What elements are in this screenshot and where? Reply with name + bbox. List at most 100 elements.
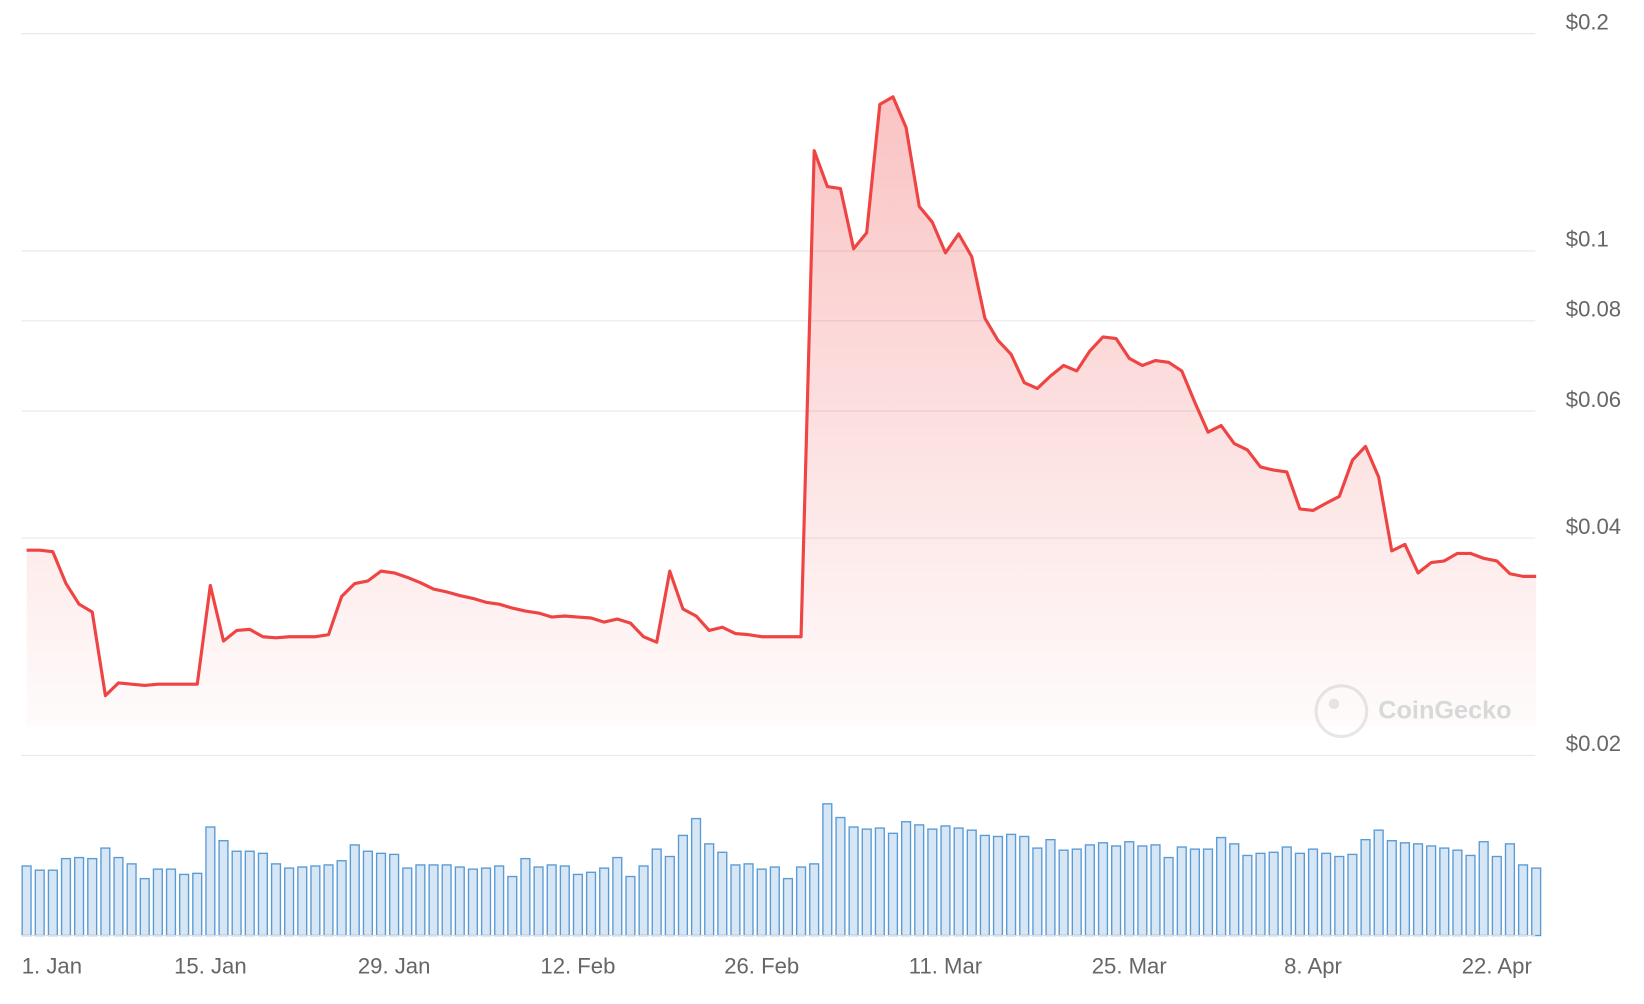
volume-bar <box>1531 867 1542 937</box>
x-tick-label: 29. Jan <box>358 953 431 978</box>
volume-bar <box>572 873 584 937</box>
volume-bar <box>690 817 702 937</box>
volume-bar <box>402 867 413 937</box>
volume-bar <box>625 875 636 937</box>
volume-bar <box>100 847 111 937</box>
volume-bar <box>1268 851 1279 937</box>
volume-bar <box>966 829 977 937</box>
volume-bar <box>336 860 347 937</box>
volume-bar <box>927 828 938 937</box>
volume-bar <box>165 868 177 937</box>
volume-bar <box>520 857 531 937</box>
volume-bar <box>914 824 925 937</box>
y-tick-label: $0.02 <box>1566 731 1621 756</box>
volume-bar <box>1373 829 1384 937</box>
volume-bar <box>349 844 360 937</box>
volume-bar <box>1465 854 1476 937</box>
volume-bar <box>887 832 899 937</box>
volume-bar <box>1281 846 1292 937</box>
volume-bar <box>1124 841 1135 937</box>
volume-bar <box>1439 847 1450 937</box>
volume-bar <box>231 850 242 937</box>
volume-bar <box>1347 853 1358 937</box>
volume-bar <box>638 865 649 937</box>
x-tick-label: 26. Feb <box>724 953 799 978</box>
volume-bar <box>126 863 137 937</box>
volume-bar <box>546 864 557 937</box>
volume-bar <box>415 864 426 937</box>
volume-bar <box>1137 845 1148 937</box>
volume-bar <box>599 867 610 937</box>
volume-bar <box>1360 838 1371 937</box>
volume-bar <box>480 867 492 937</box>
volume-bar <box>651 848 662 937</box>
volume-bar <box>1255 852 1266 937</box>
volume-bar <box>47 869 58 937</box>
volume-bar <box>21 865 32 937</box>
volume-bar <box>375 852 387 937</box>
volume-bar <box>1189 848 1200 937</box>
volume-bar <box>1478 841 1489 937</box>
volume-bar <box>284 867 295 937</box>
volume-bar <box>310 865 321 937</box>
y-tick-label: $0.1 <box>1566 227 1609 252</box>
volume-bar <box>1202 848 1214 937</box>
volume-bar <box>743 863 754 937</box>
volume-bar <box>507 875 518 937</box>
volume-bar <box>704 843 715 937</box>
volume-bar <box>795 866 807 937</box>
volume-bar <box>730 864 741 937</box>
volume-bar <box>467 868 479 937</box>
volume-bar <box>1452 849 1463 937</box>
volume-bar <box>1058 849 1069 937</box>
volume-bar <box>861 828 872 937</box>
volume-bar <box>979 834 990 937</box>
volume-bar <box>585 871 597 937</box>
volume-bar <box>270 863 282 937</box>
volume-bar <box>717 851 728 937</box>
volume-bar <box>1294 852 1306 937</box>
volume-bar <box>192 872 203 937</box>
volume-bar <box>454 866 465 937</box>
volume-bar <box>1019 835 1030 937</box>
volume-bar <box>1399 842 1411 937</box>
volume-bar <box>1032 847 1043 937</box>
watermark-logo <box>1314 684 1369 738</box>
y-tick-label: $0.06 <box>1566 387 1621 412</box>
volume-bar <box>848 826 859 937</box>
x-tick-label: 25. Mar <box>1092 953 1167 978</box>
volume-bar <box>822 803 833 937</box>
volume-bar <box>1163 856 1174 937</box>
volume-bar <box>1386 840 1397 937</box>
volume-bar <box>297 866 308 937</box>
volume-bar <box>1491 855 1502 937</box>
volume-bar <box>179 873 190 937</box>
volume-bar <box>1321 852 1332 937</box>
volume-bar <box>1176 846 1187 937</box>
volume-bar <box>874 827 885 937</box>
volume-bar <box>494 865 505 937</box>
volume-bar <box>152 868 163 937</box>
volume-bar <box>664 855 675 937</box>
watermark: CoinGecko <box>1378 696 1511 724</box>
volume-bar <box>612 856 623 937</box>
volume-bar <box>940 825 951 937</box>
x-tick-label: 12. Feb <box>540 953 615 978</box>
volume-bar <box>1517 864 1529 937</box>
volume-bar <box>323 864 334 937</box>
volume-bar <box>1150 844 1161 937</box>
volume-bar <box>60 857 72 937</box>
volume-bar <box>34 869 45 937</box>
volume-bar <box>769 866 780 937</box>
volume-bar <box>1084 844 1095 937</box>
volume-bar <box>953 827 964 937</box>
price-area <box>26 96 1537 727</box>
volume-bar <box>809 863 820 937</box>
volume-bar <box>900 821 912 937</box>
volume-bar <box>1216 836 1227 937</box>
y-tick-label: $0.08 <box>1566 297 1621 322</box>
volume-bar <box>533 866 544 937</box>
x-tick-label: 15. Jan <box>174 953 247 978</box>
